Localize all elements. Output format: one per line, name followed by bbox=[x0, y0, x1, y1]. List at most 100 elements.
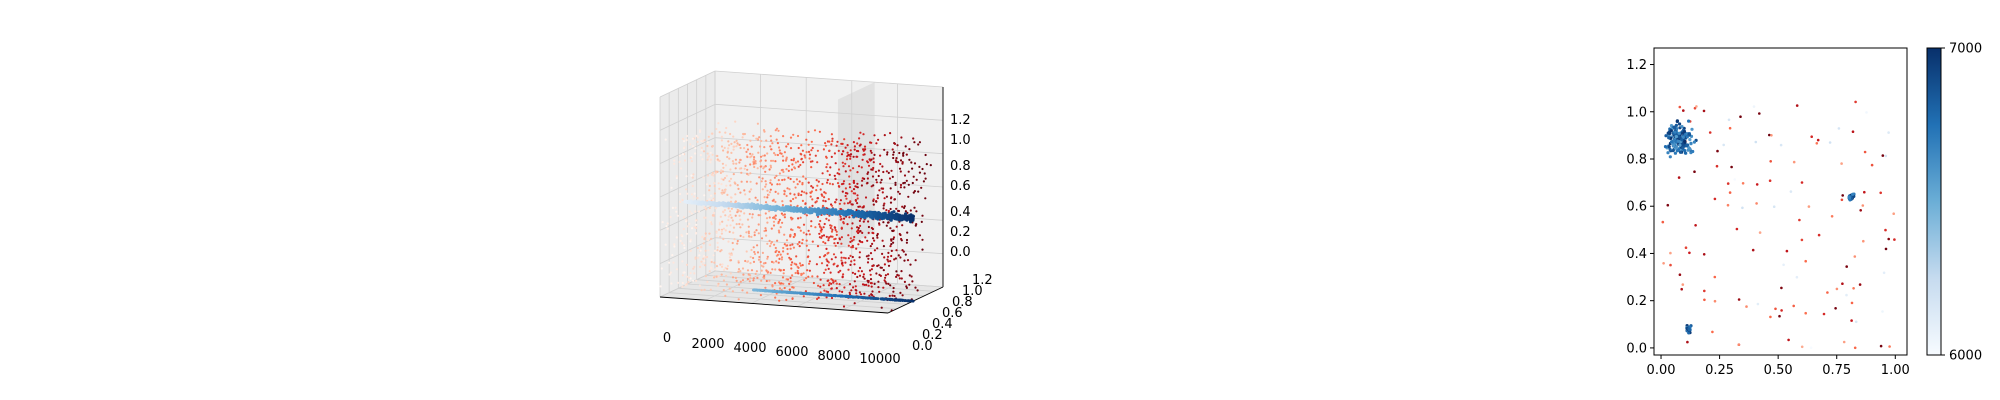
cloud-point bbox=[681, 153, 685, 156]
cloud-point bbox=[766, 271, 769, 274]
cloud-point bbox=[752, 260, 756, 263]
cloud-point bbox=[745, 250, 748, 253]
cloud-point bbox=[836, 172, 839, 175]
cloud-point bbox=[905, 285, 908, 288]
cloud-point bbox=[746, 168, 749, 171]
cloud-point bbox=[898, 277, 901, 280]
cloud-point bbox=[850, 227, 853, 230]
scatter-point bbox=[1882, 271, 1886, 275]
cloud-point bbox=[840, 142, 843, 145]
cloud-point bbox=[715, 235, 719, 238]
cloud-point bbox=[757, 151, 760, 154]
cloud-point bbox=[703, 206, 706, 209]
cloud-point bbox=[810, 166, 813, 169]
cloud-point bbox=[781, 221, 784, 224]
line-point bbox=[886, 215, 891, 219]
cloud-point bbox=[756, 276, 759, 279]
cloud-point bbox=[716, 284, 720, 287]
cloud-point bbox=[917, 190, 920, 193]
cloud-point bbox=[768, 168, 771, 171]
scatter-point bbox=[1713, 275, 1717, 279]
projection-point bbox=[788, 290, 792, 294]
cloud-point bbox=[685, 139, 688, 142]
cloud-point bbox=[682, 227, 685, 231]
gridline bbox=[659, 170, 716, 198]
scatter-point bbox=[1739, 115, 1742, 118]
gridline bbox=[659, 70, 716, 98]
cloud-point bbox=[752, 256, 755, 260]
cloud-point bbox=[759, 214, 762, 217]
cloud-point bbox=[706, 158, 709, 161]
cloud-point bbox=[889, 284, 892, 287]
z-tick-labels: 0.00.20.40.60.81.01.2 bbox=[950, 113, 971, 260]
cloud-point bbox=[679, 192, 682, 196]
cloud-point bbox=[838, 202, 842, 205]
cloud-point bbox=[835, 144, 838, 147]
cloud-point bbox=[866, 177, 870, 180]
cloud-point bbox=[823, 271, 826, 274]
cloud-point bbox=[841, 264, 844, 267]
cloud-point bbox=[833, 242, 836, 245]
cloud-point bbox=[827, 267, 830, 270]
cloud-point bbox=[862, 220, 865, 223]
scatter-point bbox=[1795, 275, 1799, 279]
cloud-point bbox=[796, 269, 799, 273]
cloud-point bbox=[831, 279, 834, 282]
cloud-point bbox=[896, 144, 899, 147]
cloud-point bbox=[830, 143, 833, 146]
cloud-point bbox=[766, 255, 769, 258]
cloud-point bbox=[843, 217, 846, 220]
cloud-point bbox=[716, 154, 719, 158]
scatter-point bbox=[1695, 105, 1698, 108]
cloud-point bbox=[727, 218, 730, 222]
cloud-point bbox=[846, 151, 849, 154]
cloud-point bbox=[692, 279, 695, 282]
cloud-point bbox=[801, 149, 805, 152]
cloud-point bbox=[857, 231, 860, 235]
cloud-point bbox=[675, 236, 678, 239]
cloud-point bbox=[808, 262, 811, 265]
cloud-point bbox=[708, 189, 711, 192]
cloud-point bbox=[792, 246, 796, 249]
x-tick-label: 8000 bbox=[817, 349, 850, 364]
scatter-point bbox=[1769, 160, 1772, 163]
cloud-point bbox=[757, 258, 761, 261]
cloud-point bbox=[875, 142, 878, 145]
cloud-point bbox=[781, 204, 785, 207]
projection-point bbox=[828, 294, 832, 297]
cloud-point bbox=[680, 233, 683, 237]
cloud-point bbox=[854, 199, 858, 202]
cloud-point bbox=[879, 154, 882, 157]
cloud-point bbox=[739, 158, 742, 161]
scatter-point bbox=[1815, 142, 1819, 145]
cloud-point bbox=[715, 231, 718, 234]
cloud-point bbox=[696, 140, 699, 143]
cloud-point bbox=[909, 263, 912, 266]
cloud-point bbox=[871, 175, 875, 178]
cloud-point bbox=[769, 164, 772, 167]
cloud-point bbox=[914, 286, 917, 289]
cloud-point bbox=[852, 141, 856, 144]
cloud-point bbox=[862, 206, 865, 209]
cloud-point bbox=[764, 180, 767, 183]
cloud-point bbox=[739, 191, 742, 194]
cloud-point bbox=[791, 297, 794, 300]
cloud-point bbox=[668, 273, 671, 276]
cloud-point bbox=[792, 159, 795, 162]
y-tick-label: 0.0 bbox=[1626, 341, 1647, 356]
cloud-point bbox=[715, 275, 718, 278]
cloud-point bbox=[887, 264, 891, 267]
cloud-point bbox=[675, 175, 678, 178]
cloud-point bbox=[832, 253, 836, 256]
cloud-point bbox=[754, 160, 757, 163]
cloud-point bbox=[746, 148, 750, 151]
cloud-point bbox=[769, 145, 772, 148]
cloud-point bbox=[668, 261, 671, 264]
projection-point bbox=[857, 295, 860, 299]
cloud-point bbox=[892, 290, 895, 293]
cloud-point bbox=[769, 245, 772, 248]
cloud-point bbox=[692, 173, 695, 176]
scatter-point bbox=[1841, 194, 1844, 197]
cloud-point bbox=[666, 222, 669, 225]
cloud-point bbox=[842, 180, 846, 183]
